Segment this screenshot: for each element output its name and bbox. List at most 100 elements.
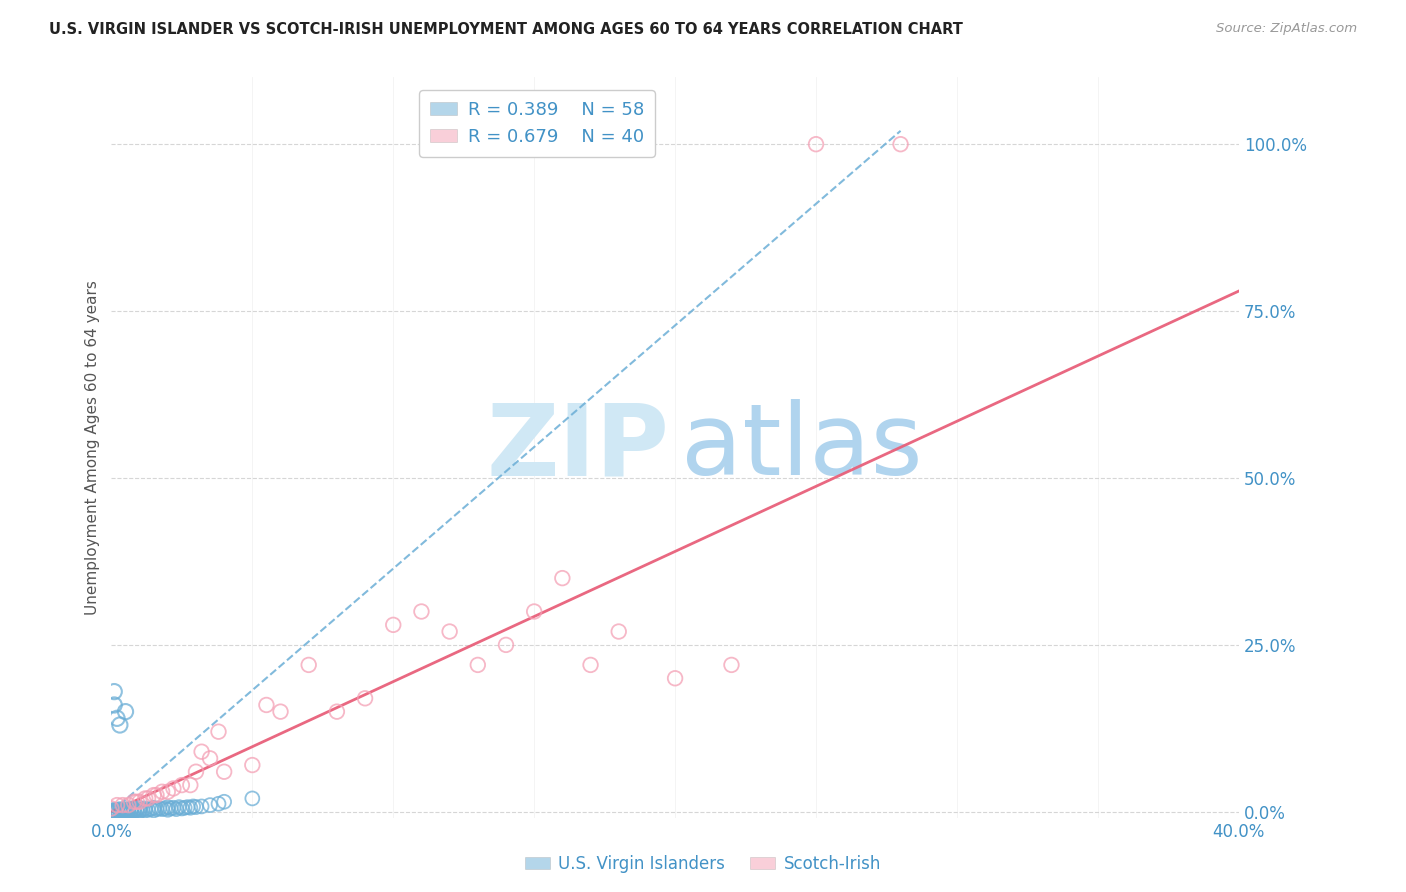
Point [111,804,134,818]
Text: Source: ZipAtlas.com: Source: ZipAtlas.com [1216,22,1357,36]
Point [100,801,122,815]
Point [179,778,201,792]
Point [103,805,125,819]
Point [170,778,193,792]
Point [131,803,153,817]
Text: ZIP: ZIP [486,400,669,497]
Point [145,788,167,802]
Point [170,801,193,815]
Point [326,705,349,719]
Point [198,751,221,765]
Point [184,764,207,779]
Point [240,758,263,772]
Point [439,624,461,639]
Point [105,711,128,725]
Point [128,801,150,815]
Point [122,804,145,818]
Point [136,803,159,817]
Point [411,605,433,619]
Point [117,798,139,813]
Y-axis label: Unemployment Among Ages 60 to 64 years: Unemployment Among Ages 60 to 64 years [86,280,100,615]
Point [125,804,148,818]
Point [804,137,827,152]
Point [890,137,912,152]
Point [136,791,159,805]
Point [254,698,277,712]
Point [184,800,207,814]
Point [117,804,139,818]
Point [117,803,139,817]
Point [134,791,156,805]
Point [207,797,229,811]
Point [156,800,179,814]
Point [122,795,145,809]
Text: atlas: atlas [681,400,922,497]
Point [207,724,229,739]
Point [114,805,136,819]
Point [156,803,179,817]
Point [607,624,630,639]
Point [128,795,150,809]
Point [142,788,165,802]
Point [105,805,128,819]
Legend: R = 0.389    N = 58, R = 0.679    N = 40: R = 0.389 N = 58, R = 0.679 N = 40 [419,90,655,157]
Point [162,781,184,796]
Point [122,803,145,817]
Point [105,804,128,818]
Legend: U.S. Virgin Islanders, Scotch-Irish: U.S. Virgin Islanders, Scotch-Irish [519,848,887,880]
Point [664,671,686,685]
Point [467,657,489,672]
Point [198,798,221,813]
Point [145,802,167,816]
Point [142,801,165,815]
Point [100,804,122,818]
Point [114,705,136,719]
Point [103,803,125,817]
Point [153,801,176,815]
Point [114,804,136,818]
Point [125,795,148,809]
Point [150,785,173,799]
Point [551,571,574,585]
Point [111,798,134,813]
Text: U.S. VIRGIN ISLANDER VS SCOTCH-IRISH UNEMPLOYMENT AMONG AGES 60 TO 64 YEARS CORR: U.S. VIRGIN ISLANDER VS SCOTCH-IRISH UNE… [49,22,963,37]
Point [134,804,156,818]
Point [298,657,321,672]
Point [240,791,263,805]
Point [100,805,122,819]
Point [114,804,136,818]
Point [162,801,184,815]
Point [139,802,162,816]
Point [176,800,198,814]
Point [103,804,125,818]
Point [190,745,212,759]
Point [120,804,142,818]
Point [181,799,204,814]
Point [103,698,125,712]
Point [108,802,131,816]
Point [148,801,170,815]
Point [103,684,125,698]
Point [165,802,187,816]
Point [105,803,128,817]
Point [111,803,134,817]
Point [105,798,128,813]
Point [100,805,122,819]
Point [150,802,173,816]
Point [120,804,142,818]
Point [495,638,517,652]
Point [270,705,292,719]
Point [120,801,142,815]
Point [108,804,131,818]
Point [128,804,150,818]
Point [156,785,179,799]
Point [134,801,156,815]
Point [114,802,136,816]
Point [142,804,165,818]
Point [212,795,235,809]
Point [720,657,742,672]
Point [382,618,405,632]
Point [523,605,546,619]
Point [128,803,150,817]
Point [579,657,602,672]
